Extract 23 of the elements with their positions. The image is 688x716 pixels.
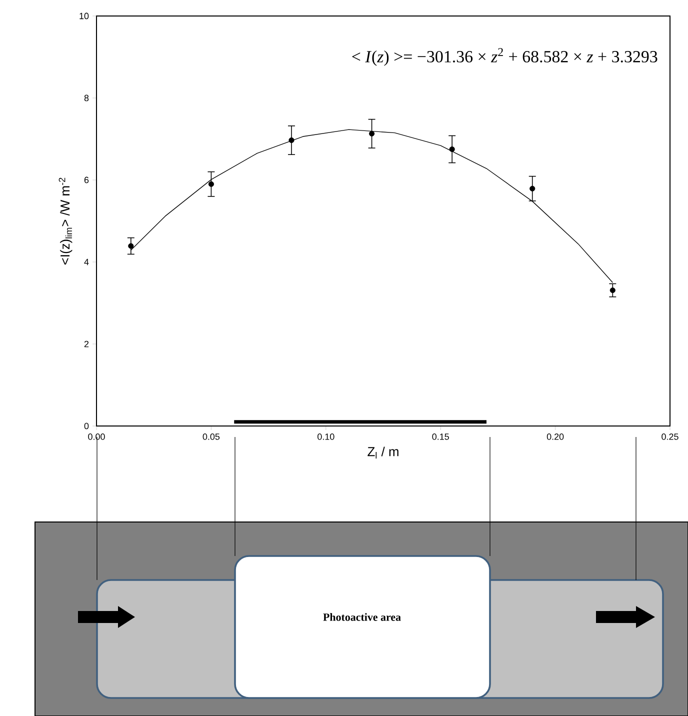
x-tick-label: 0.10 bbox=[318, 434, 334, 440]
point bbox=[128, 243, 134, 249]
x-tick-label: 0.00 bbox=[88, 434, 105, 440]
point bbox=[530, 186, 536, 192]
y-tick-label: 0 bbox=[84, 422, 89, 430]
point bbox=[208, 181, 214, 187]
y-tick-label: 2 bbox=[84, 340, 89, 348]
y-tick-label: 4 bbox=[84, 258, 89, 266]
point bbox=[610, 287, 616, 294]
text: Photoactive area bbox=[323, 613, 401, 621]
x-tick-label: 0.20 bbox=[546, 434, 564, 440]
x-axis-title: Z$_{l}$ / m bbox=[368, 446, 398, 459]
y-tick-label: 8 bbox=[84, 94, 89, 102]
point bbox=[449, 146, 455, 152]
x-tick-label: 0.25 bbox=[662, 434, 678, 440]
point bbox=[368, 130, 375, 136]
y-axis-title: <I(z)$_{lim}$> /W m$^{-2}$ bbox=[58, 178, 72, 264]
point bbox=[288, 137, 294, 144]
text: < I(z) >= −301.36 × z$^{2}$ + 68.582 × z + 3.3293 bbox=[352, 48, 658, 66]
x-tick-label: 0.05 bbox=[202, 434, 220, 440]
y-tick-label: 10 bbox=[80, 12, 89, 20]
x-tick-label: 0.15 bbox=[432, 434, 449, 440]
y-tick-label: 6 bbox=[84, 176, 89, 184]
